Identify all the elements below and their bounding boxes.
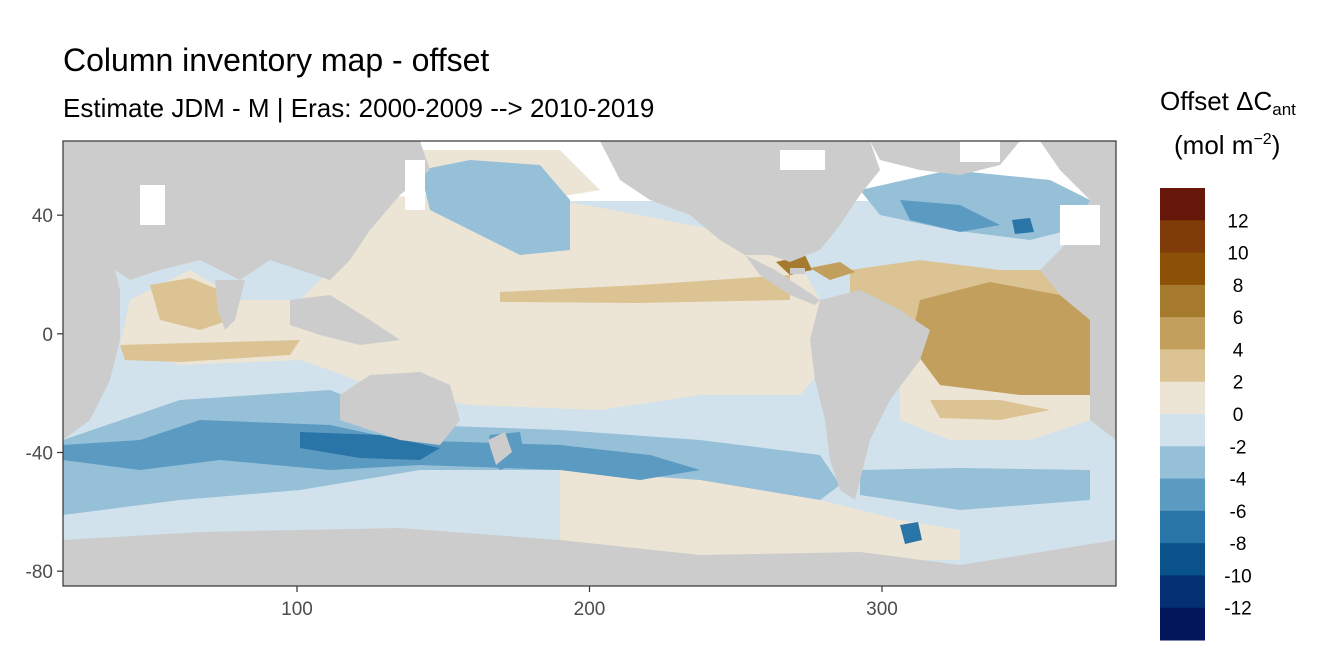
no-data-patch: [780, 150, 825, 170]
legend-color-step: [1160, 543, 1205, 576]
legend-break-label: 0: [1233, 405, 1244, 426]
legend-break-label: 12: [1227, 211, 1248, 232]
land-antarctica: [63, 528, 1116, 586]
legend-color-step: [1160, 414, 1205, 447]
map-panel: [63, 141, 1116, 586]
legend-break-label: -2: [1230, 437, 1247, 458]
legend-colorbar: [1160, 188, 1205, 641]
land-africa-east: [63, 230, 120, 440]
y-tick-label: 40: [32, 206, 53, 227]
land-caribbean: [790, 268, 805, 274]
legend-color-step: [1160, 349, 1205, 383]
offset-band-positive: [930, 400, 1050, 420]
y-tick-label: -80: [26, 562, 53, 583]
map-subtitle: Estimate JDM - M | Eras: 2000-2009 --> 2…: [63, 93, 655, 123]
legend-break-label: 6: [1233, 308, 1244, 329]
land-australia: [340, 372, 460, 445]
legend-color-step: [1160, 188, 1205, 221]
no-data-patch: [405, 160, 425, 210]
legend-color-step: [1160, 317, 1205, 350]
land-south-america: [810, 290, 930, 500]
land-masses: [63, 141, 1116, 586]
y-tick-label: 0: [42, 325, 53, 346]
legend-unit-close: ): [1271, 130, 1281, 160]
offset-band-negative: [860, 468, 1090, 510]
x-tick-label: 100: [281, 599, 313, 620]
legend-color-step: [1160, 478, 1205, 512]
offset-band-negative: [300, 432, 440, 460]
legend-color-step: [1160, 575, 1205, 609]
legend-color-step: [1160, 284, 1205, 318]
legend-break-label: -8: [1230, 534, 1247, 555]
offset-band-positive: [120, 340, 300, 362]
legend-break-label: -6: [1230, 502, 1247, 523]
legend-color-step: [1160, 510, 1205, 544]
legend-title: Offset ΔCant (mol m−2): [1160, 86, 1340, 161]
no-data-patch: [1060, 205, 1100, 245]
offset-band-negative: [860, 170, 1090, 240]
x-axis: 100 200 300: [281, 586, 898, 620]
legend-title-main: Offset ΔC: [1160, 86, 1273, 116]
offset-band-negative: [900, 522, 922, 544]
legend-color-step: [1160, 220, 1205, 254]
land-india: [215, 280, 245, 330]
land-north-america: [600, 141, 880, 262]
y-tick-label: -40: [26, 444, 53, 465]
land-new-zealand: [488, 432, 512, 465]
legend-break-label: 4: [1233, 340, 1244, 361]
land-asia: [63, 141, 430, 280]
no-data-patches: [140, 141, 1100, 245]
map-title: Column inventory map - offset: [63, 42, 490, 78]
x-tick-label: 300: [866, 599, 898, 620]
offset-band-positive: [500, 275, 790, 303]
no-data-patch: [960, 141, 1000, 162]
legend-break-label: -12: [1224, 599, 1251, 620]
legend-break-label: 2: [1233, 373, 1244, 394]
legend-title-subscript: ant: [1272, 100, 1296, 119]
legend-unit-sup: −2: [1253, 131, 1272, 148]
legend-break-label: 10: [1227, 244, 1248, 265]
legend-break-label: -4: [1230, 470, 1247, 491]
offset-band-positive: [150, 278, 230, 330]
legend-unit-base: (mol m: [1174, 130, 1254, 160]
legend-break-label: 8: [1233, 276, 1244, 297]
offset-band-positive: [910, 282, 1090, 395]
offset-band-negative: [1012, 218, 1034, 234]
offset-band-positive: [120, 190, 830, 410]
offset-band-positive: [810, 262, 855, 280]
legend-labels: 12 10 8 6 4 2 0 -2 -4 -6 -8 -10 -12: [1224, 211, 1251, 619]
legend-color-step: [1160, 446, 1205, 480]
y-axis: 40 0 -40 -80: [26, 206, 63, 583]
legend-color-step: [1160, 252, 1205, 286]
land-central-america: [745, 255, 820, 305]
offset-band-negative: [420, 160, 570, 255]
legend-color-step: [1160, 607, 1205, 641]
legend-break-label: -10: [1224, 566, 1251, 587]
offset-band-positive: [560, 470, 960, 560]
x-tick-label: 200: [574, 599, 606, 620]
legend-unit: (mol m−2): [1174, 130, 1340, 161]
offset-band-negative: [900, 200, 1000, 232]
legend-color-step: [1160, 381, 1205, 415]
no-data-patch: [140, 185, 165, 225]
land-indonesia: [290, 295, 400, 345]
